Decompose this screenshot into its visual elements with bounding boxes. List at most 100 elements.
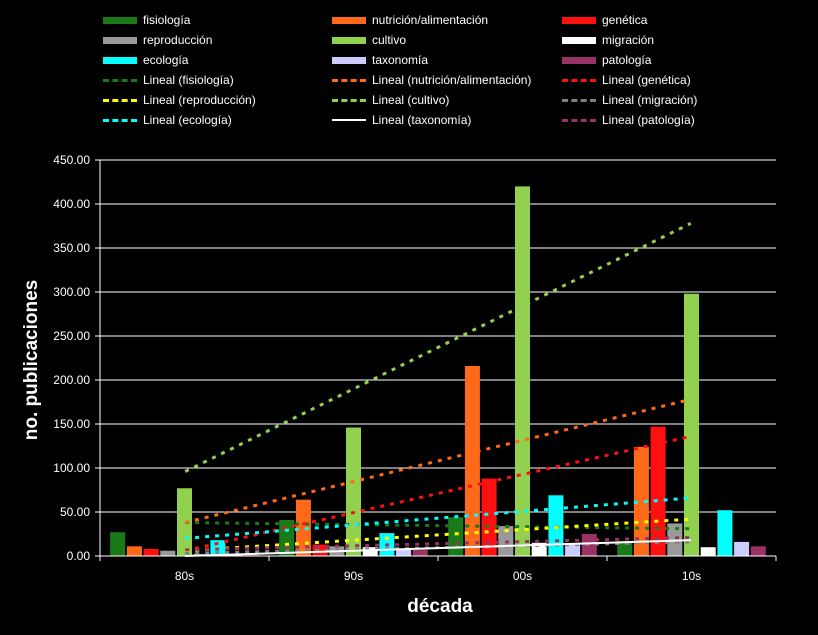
legend-label: Lineal (ecología): [143, 113, 232, 127]
legend-swatch: [332, 119, 366, 121]
legend-item: Lineal (reproducción): [103, 90, 256, 110]
legend: fisiología nutrición/alimentación genética…: [100, 10, 818, 135]
trendline: [184, 222, 692, 473]
x-tick-label: 90s: [344, 569, 363, 583]
trendline: [185, 521, 691, 531]
legend-swatch: [562, 78, 596, 82]
bar: [346, 427, 361, 556]
legend-swatch: [332, 56, 366, 64]
bar: [717, 510, 733, 556]
trendlines: [184, 222, 692, 557]
legend-item: fisiología: [103, 10, 190, 30]
bar: [412, 549, 428, 556]
legend-swatch: [562, 16, 596, 24]
legend-item: Lineal (cultivo): [332, 90, 449, 110]
legend-swatch: [332, 16, 366, 24]
bar: [700, 547, 716, 556]
legend-swatch: [562, 118, 596, 122]
legend-swatch: [103, 56, 137, 64]
y-tick-label: 400.00: [53, 197, 90, 211]
bar: [515, 186, 530, 556]
bar: [734, 541, 750, 556]
legend-item: Lineal (taxonomía): [332, 110, 471, 130]
legend-label: Lineal (cultivo): [372, 93, 450, 107]
legend-swatch: [332, 36, 366, 44]
legend-swatch: [562, 36, 596, 44]
legend-swatch: [332, 78, 366, 82]
y-tick-label: 0.00: [67, 549, 91, 563]
y-tick-label: 450.00: [53, 153, 90, 167]
legend-item: ecología: [103, 50, 188, 70]
legend-label: ecología: [143, 53, 189, 67]
legend-label: Lineal (genética): [602, 73, 691, 87]
y-tick-label: 100.00: [53, 461, 90, 475]
legend-item: patología: [562, 50, 651, 70]
x-tick-label: 00s: [513, 569, 532, 583]
legend-swatch: [103, 78, 137, 82]
y-tick-label: 350.00: [53, 241, 90, 255]
legend-label: Lineal (reproducción): [143, 93, 256, 107]
bar: [650, 426, 666, 556]
legend-swatch: [103, 98, 137, 102]
gridlines: [100, 159, 776, 513]
legend-item: Lineal (patología): [562, 110, 695, 130]
legend-item: nutrición/alimentación: [332, 10, 488, 30]
legend-label: cultivo: [372, 33, 407, 47]
legend-label: migración: [602, 33, 655, 47]
bar: [684, 293, 699, 556]
y-tick-label: 300.00: [53, 285, 90, 299]
legend-swatch: [562, 56, 596, 64]
legend-label: reproducción: [143, 33, 213, 47]
legend-label: fisiología: [143, 13, 191, 27]
y-tick-label: 250.00: [53, 329, 90, 343]
bar: [312, 544, 328, 556]
bar: [143, 548, 159, 556]
legend-label: patología: [602, 53, 652, 67]
legend-item: Lineal (nutrición/alimentación): [332, 70, 531, 90]
bar: [448, 517, 464, 556]
legend-item: migración: [562, 30, 654, 50]
legend-item: genética: [562, 10, 647, 30]
y-tick-label: 50.00: [60, 505, 90, 519]
trendline: [185, 517, 691, 553]
trendline: [185, 539, 691, 557]
legend-swatch: [562, 98, 596, 102]
bar: [565, 544, 581, 556]
trendline: [185, 496, 691, 540]
legend-item: Lineal (ecología): [103, 110, 232, 130]
bar: [362, 547, 378, 556]
bar: [396, 548, 412, 556]
bar: [464, 365, 480, 556]
y-tick-label: 150.00: [53, 417, 90, 431]
legend-item: cultivo: [332, 30, 406, 50]
bar: [581, 534, 597, 556]
legend-label: Lineal (taxonomía): [372, 113, 472, 127]
legend-label: Lineal (patología): [602, 113, 695, 127]
bar: [160, 550, 176, 556]
bar: [110, 532, 126, 556]
legend-item: Lineal (genética): [562, 70, 691, 90]
axes: 0.00 50.00 100.00 150.00 200.00 250.00 300.00 3…: [53, 153, 777, 583]
x-tick-label: 80s: [175, 569, 194, 583]
trendline: [184, 434, 692, 553]
bar: [750, 546, 766, 556]
legend-swatch: [103, 118, 137, 122]
x-axis-label: década: [407, 596, 473, 617]
y-tick-label: 200.00: [53, 373, 90, 387]
legend-item: Lineal (fisiología): [103, 70, 234, 90]
bar: [481, 478, 497, 556]
legend-swatch: [332, 98, 366, 102]
legend-swatch: [103, 36, 137, 44]
trendline: [184, 397, 692, 525]
legend-label: Lineal (migración): [602, 93, 698, 107]
trendline: [185, 536, 691, 552]
bar: [177, 488, 192, 556]
bar: [126, 546, 142, 556]
legend-label: taxonomía: [372, 53, 429, 67]
legend-swatch: [103, 16, 137, 24]
legend-label: Lineal (nutrición/alimentación): [372, 73, 532, 87]
legend-label: Lineal (fisiología): [143, 73, 234, 87]
legend-label: nutrición/alimentación: [372, 13, 489, 27]
legend-item: reproducción: [103, 30, 212, 50]
